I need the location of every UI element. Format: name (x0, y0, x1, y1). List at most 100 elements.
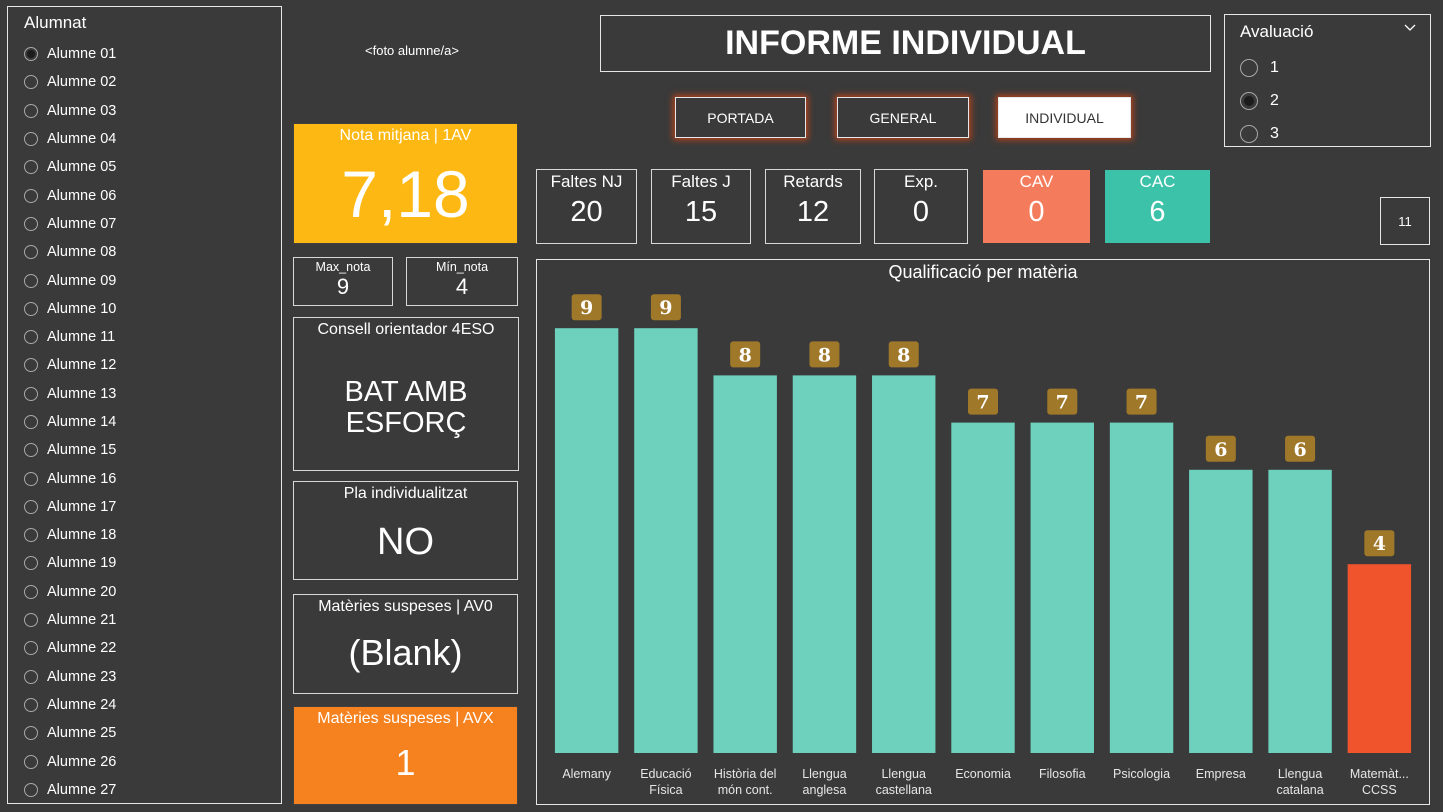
bar-alemany (554, 328, 619, 753)
data-label-badge (1205, 435, 1236, 462)
chart-canvas: Qualificació per matèria 9 Alemany 9 Educaci… (554, 262, 1412, 797)
radio-button-icon[interactable] (24, 132, 38, 147)
student-option-label: Alumne 10 (47, 300, 117, 317)
radio-button-icon[interactable] (24, 584, 38, 599)
individual-plan-card: Pla individualitzat NO (293, 481, 518, 580)
radio-button-icon[interactable] (1240, 91, 1258, 110)
student-option-alumne-07[interactable]: Alumne 07 (24, 210, 116, 238)
student-option-alumne-13[interactable]: Alumne 13 (24, 380, 116, 408)
student-option-alumne-21[interactable]: Alumne 21 (24, 606, 116, 634)
student-option-alumne-02[interactable]: Alumne 02 (24, 68, 116, 96)
radio-button-icon[interactable] (1240, 124, 1258, 143)
student-option-alumne-24[interactable]: Alumne 24 (24, 691, 116, 719)
student-option-alumne-09[interactable]: Alumne 09 (24, 266, 116, 294)
radio-button-icon[interactable] (1240, 58, 1258, 77)
radio-button-icon[interactable] (24, 754, 38, 769)
failed-subjects-av0-card: Matèries suspeses | AV0 (Blank) (293, 594, 518, 694)
student-option-alumne-04[interactable]: Alumne 04 (24, 125, 116, 153)
data-label: 4 (1373, 533, 1386, 555)
radio-button-icon[interactable] (24, 726, 38, 741)
x-tick-label: CCSS (1362, 783, 1397, 797)
radio-button-icon[interactable] (24, 47, 38, 62)
student-option-alumne-26[interactable]: Alumne 26 (24, 747, 116, 775)
student-option-alumne-10[interactable]: Alumne 10 (24, 295, 116, 323)
radio-button-icon[interactable] (24, 216, 38, 231)
radio-button-icon[interactable] (24, 301, 38, 316)
max-grade-value: 9 (336, 274, 350, 299)
failed-subjects-av0-value: (Blank) (348, 632, 463, 673)
radio-button-icon[interactable] (24, 386, 38, 401)
data-label-badge (1285, 435, 1316, 462)
evaluation-option-label: 2 (1270, 91, 1279, 109)
radio-button-icon[interactable] (24, 75, 38, 90)
student-option-alumne-27[interactable]: Alumne 27 (24, 776, 116, 804)
cav-value: 0 (1028, 196, 1045, 228)
x-tick-label: castellana (876, 783, 932, 797)
average-grade-value: 7,18 (341, 157, 470, 231)
radio-button-icon[interactable] (24, 103, 38, 118)
individual-button[interactable]: INDIVIDUAL (998, 97, 1131, 138)
radio-button-icon[interactable] (24, 160, 38, 175)
student-option-alumne-19[interactable]: Alumne 19 (24, 549, 116, 577)
student-option-alumne-11[interactable]: Alumne 11 (24, 323, 116, 351)
lateness-card: Retards 12 (765, 169, 861, 244)
radio-button-icon[interactable] (24, 188, 38, 203)
expulsions-label: Exp. (903, 172, 939, 191)
cav-card: CAV 0 (982, 169, 1091, 244)
x-tick-label: Empresa (1196, 767, 1246, 781)
student-option-alumne-06[interactable]: Alumne 06 (24, 181, 116, 209)
student-option-alumne-20[interactable]: Alumne 20 (24, 578, 116, 606)
cav-label: CAV (1019, 172, 1054, 191)
unjustified-absences-value: 20 (570, 196, 603, 228)
radio-button-icon[interactable] (24, 273, 38, 288)
radio-button-icon[interactable] (24, 669, 38, 684)
x-tick-label: Educació (640, 767, 691, 781)
evaluation-option-3[interactable]: 3 (1240, 117, 1279, 150)
student-option-label: Alumne 16 (47, 470, 117, 487)
average-grade-card: Nota mitjana | 1AV 7,18 (293, 123, 518, 244)
grades-by-subject-chart: Qualificació per matèria 9 Alemany 9 Educaci… (536, 259, 1430, 805)
student-option-alumne-25[interactable]: Alumne 25 (24, 719, 116, 747)
radio-button-icon[interactable] (24, 245, 38, 260)
student-option-label: Alumne 05 (47, 159, 117, 176)
student-option-label: Alumne 11 (47, 329, 116, 346)
student-option-alumne-08[interactable]: Alumne 08 (24, 238, 116, 266)
radio-button-icon[interactable] (24, 613, 38, 628)
radio-button-icon[interactable] (24, 499, 38, 514)
radio-button-icon[interactable] (24, 641, 38, 656)
radio-button-icon[interactable] (24, 471, 38, 486)
radio-button-icon[interactable] (24, 443, 38, 458)
radio-button-icon[interactable] (24, 697, 38, 712)
radio-button-icon[interactable] (24, 415, 38, 429)
student-option-alumne-15[interactable]: Alumne 15 (24, 436, 116, 464)
radio-button-icon[interactable] (24, 556, 38, 571)
student-option-alumne-23[interactable]: Alumne 23 (24, 663, 116, 691)
cac-value: 6 (1149, 196, 1166, 228)
student-option-alumne-12[interactable]: Alumne 12 (24, 351, 116, 379)
student-option-alumne-01[interactable]: Alumne 01 (24, 40, 116, 68)
student-option-label: Alumne 25 (47, 725, 117, 742)
x-tick-label: Llengua (1278, 767, 1323, 781)
min-grade-value: 4 (455, 274, 469, 299)
evaluation-option-2[interactable]: 2 (1240, 84, 1279, 117)
data-label: 9 (580, 297, 593, 319)
student-option-alumne-05[interactable]: Alumne 05 (24, 153, 116, 181)
student-option-alumne-14[interactable]: Alumne 14 (24, 408, 116, 436)
student-option-alumne-18[interactable]: Alumne 18 (24, 521, 116, 549)
radio-button-icon[interactable] (24, 528, 38, 543)
student-option-alumne-22[interactable]: Alumne 22 (24, 634, 116, 662)
portada-button[interactable]: PORTADA (675, 97, 806, 138)
evaluation-option-1[interactable]: 1 (1240, 51, 1279, 84)
x-tick-label: Matemàt... (1350, 767, 1409, 781)
data-label-badge (1047, 388, 1078, 415)
radio-button-icon[interactable] (24, 782, 38, 797)
data-label-badge (888, 341, 919, 368)
radio-button-icon[interactable] (24, 358, 38, 373)
general-button[interactable]: GENERAL (837, 97, 969, 138)
radio-button-icon[interactable] (24, 330, 38, 345)
student-option-alumne-03[interactable]: Alumne 03 (24, 97, 116, 125)
max-grade-card: Max_nota 9 (293, 257, 393, 306)
chevron-down-icon[interactable] (1403, 21, 1417, 40)
student-option-alumne-16[interactable]: Alumne 16 (24, 464, 116, 492)
student-option-alumne-17[interactable]: Alumne 17 (24, 493, 116, 521)
